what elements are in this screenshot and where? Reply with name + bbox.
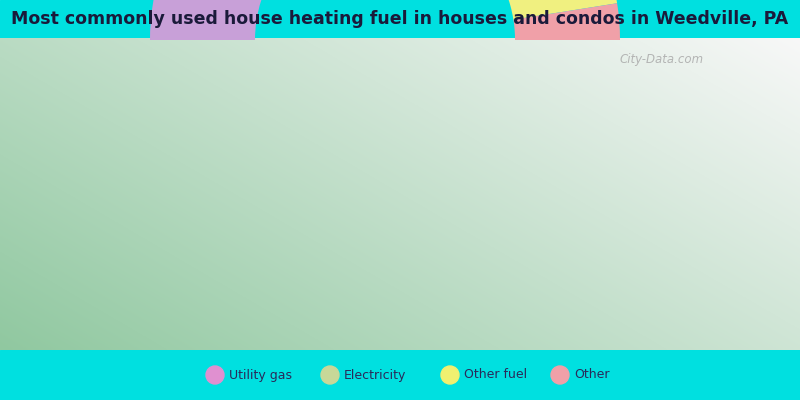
Wedge shape — [514, 3, 620, 40]
Text: Other fuel: Other fuel — [464, 368, 527, 382]
Circle shape — [441, 366, 459, 384]
Circle shape — [321, 366, 339, 384]
Bar — [0, 350, 800, 400]
Text: City-Data.com: City-Data.com — [620, 54, 704, 66]
Wedge shape — [506, 0, 617, 20]
Text: Electricity: Electricity — [344, 368, 406, 382]
Text: Most commonly used house heating fuel in houses and condos in Weedville, PA: Most commonly used house heating fuel in… — [11, 10, 789, 28]
Text: Utility gas: Utility gas — [229, 368, 292, 382]
Circle shape — [551, 366, 569, 384]
Text: Other: Other — [574, 368, 610, 382]
Bar — [0, 0, 800, 38]
Wedge shape — [150, 0, 566, 40]
Circle shape — [206, 366, 224, 384]
